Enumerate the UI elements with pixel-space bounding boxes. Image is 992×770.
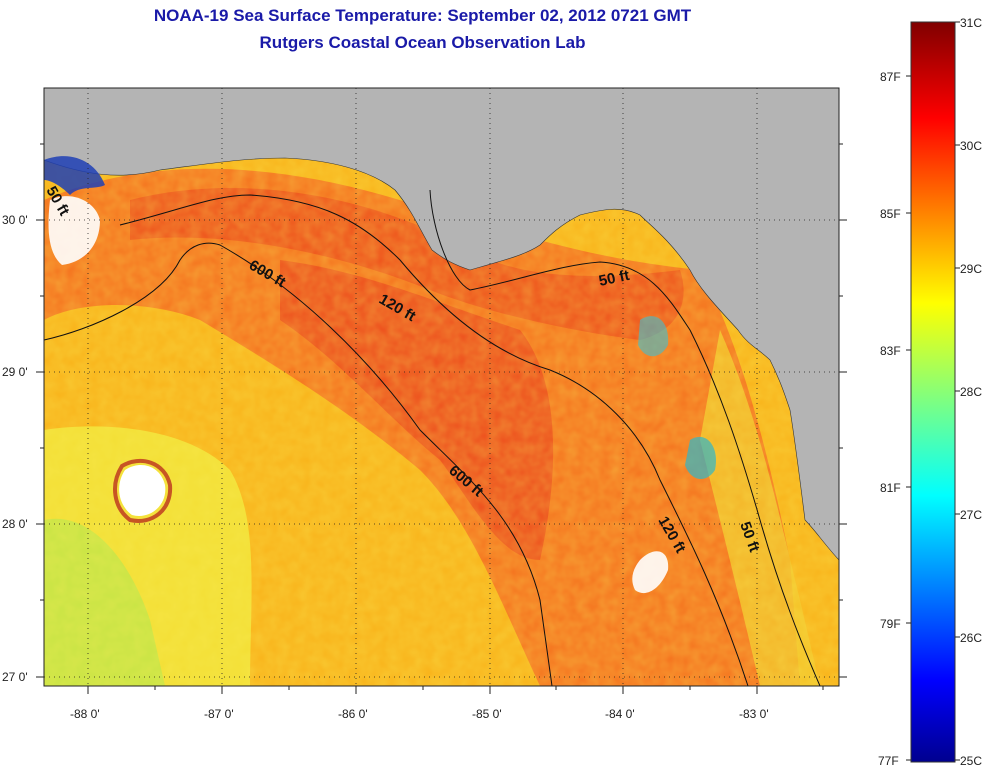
lat-label-29: 29 0' (2, 365, 28, 379)
contour-50ft (429, 189, 821, 687)
cbar-label-87f: 87F (880, 70, 901, 84)
cbar-label-29c: 29C (960, 262, 982, 276)
lon-label-87: -87 0' (204, 707, 234, 721)
land-gulf-coast (44, 88, 839, 561)
cloud-nw (48, 196, 100, 265)
tick-marks (36, 143, 847, 694)
cbar-label-27c: 27C (960, 508, 982, 522)
colorbar-fahrenheit-labels: 87F 85F 83F 81F 79F 77F (878, 70, 901, 768)
cool-patch-shelf (638, 316, 669, 357)
map-title: NOAA-19 Sea Surface Temperature: Septemb… (153, 6, 692, 25)
longitude-labels: -88 0' -87 0' -86 0' -85 0' -84 0' -83 0… (70, 707, 769, 721)
colorbar-gradient (910, 21, 956, 763)
cloud-patch-nw-blue (44, 156, 105, 195)
lon-label-84: -84 0' (605, 707, 635, 721)
lat-label-28: 28 0' (2, 517, 28, 531)
cbar-label-31c: 31C (960, 16, 982, 30)
colorbar-ticks (906, 21, 960, 761)
cbar-label-85f: 85F (880, 207, 901, 221)
contour-600ft (43, 242, 553, 687)
lon-label-83: -83 0' (739, 707, 769, 721)
lon-label-86: -86 0' (338, 707, 368, 721)
contour-120ft (119, 194, 749, 687)
cbar-label-30c: 30C (960, 139, 982, 153)
map-subtitle: Rutgers Coastal Ocean Observation Lab (259, 33, 586, 52)
lon-label-85: -85 0' (472, 707, 502, 721)
cbar-label-81f: 81F (880, 481, 901, 495)
cloud-island-west (119, 465, 166, 516)
lat-label-30: 30 0' (2, 213, 28, 227)
cloud-ring-west (113, 458, 173, 523)
lat-label-27: 27 0' (2, 670, 28, 684)
colorbar-celsius-labels: 31C 30C 29C 28C 27C 26C 25C (960, 16, 982, 768)
cbar-label-28c: 28C (960, 385, 982, 399)
lon-label-88: -88 0' (70, 707, 100, 721)
map-frame (43, 87, 840, 687)
latitude-labels: 30 0' 29 0' 28 0' 27 0' (2, 213, 28, 684)
cbar-label-77f: 77F (878, 754, 899, 768)
cbar-label-79f: 79F (880, 617, 901, 631)
bathymetry-contours (43, 189, 821, 687)
cloud-patch-east (632, 551, 669, 594)
cbar-label-83f: 83F (880, 344, 901, 358)
cbar-label-25c: 25C (960, 754, 982, 768)
cool-patch-east (685, 436, 716, 480)
cbar-label-26c: 26C (960, 631, 982, 645)
contour-label-50ft-north: 50 ft (597, 267, 631, 290)
